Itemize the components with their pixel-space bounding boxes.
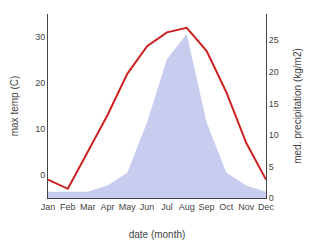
svg-text:Dec: Dec: [258, 202, 275, 212]
svg-text:Jun: Jun: [140, 202, 155, 212]
svg-text:30: 30: [35, 32, 45, 42]
svg-text:10: 10: [35, 124, 45, 134]
svg-text:5: 5: [269, 162, 274, 172]
svg-text:Sep: Sep: [199, 202, 215, 212]
svg-text:25: 25: [269, 35, 279, 45]
svg-text:20: 20: [35, 78, 45, 88]
svg-text:0: 0: [269, 193, 274, 203]
svg-text:Mar: Mar: [80, 202, 96, 212]
svg-text:Feb: Feb: [60, 202, 76, 212]
svg-text:Nov: Nov: [238, 202, 255, 212]
svg-text:Apr: Apr: [100, 202, 114, 212]
svg-text:Jan: Jan: [41, 202, 56, 212]
svg-text:max temp (C): max temp (C): [9, 76, 20, 137]
svg-text:0: 0: [40, 170, 45, 180]
svg-text:May: May: [119, 202, 137, 212]
svg-text:Oct: Oct: [219, 202, 234, 212]
svg-text:10: 10: [269, 130, 279, 140]
svg-text:20: 20: [269, 67, 279, 77]
svg-text:15: 15: [269, 99, 279, 109]
svg-text:Jul: Jul: [161, 202, 173, 212]
svg-text:med. precipitation (kg/m2): med. precipitation (kg/m2): [292, 48, 303, 164]
svg-text:date (month): date (month): [129, 229, 186, 240]
svg-text:Aug: Aug: [179, 202, 195, 212]
